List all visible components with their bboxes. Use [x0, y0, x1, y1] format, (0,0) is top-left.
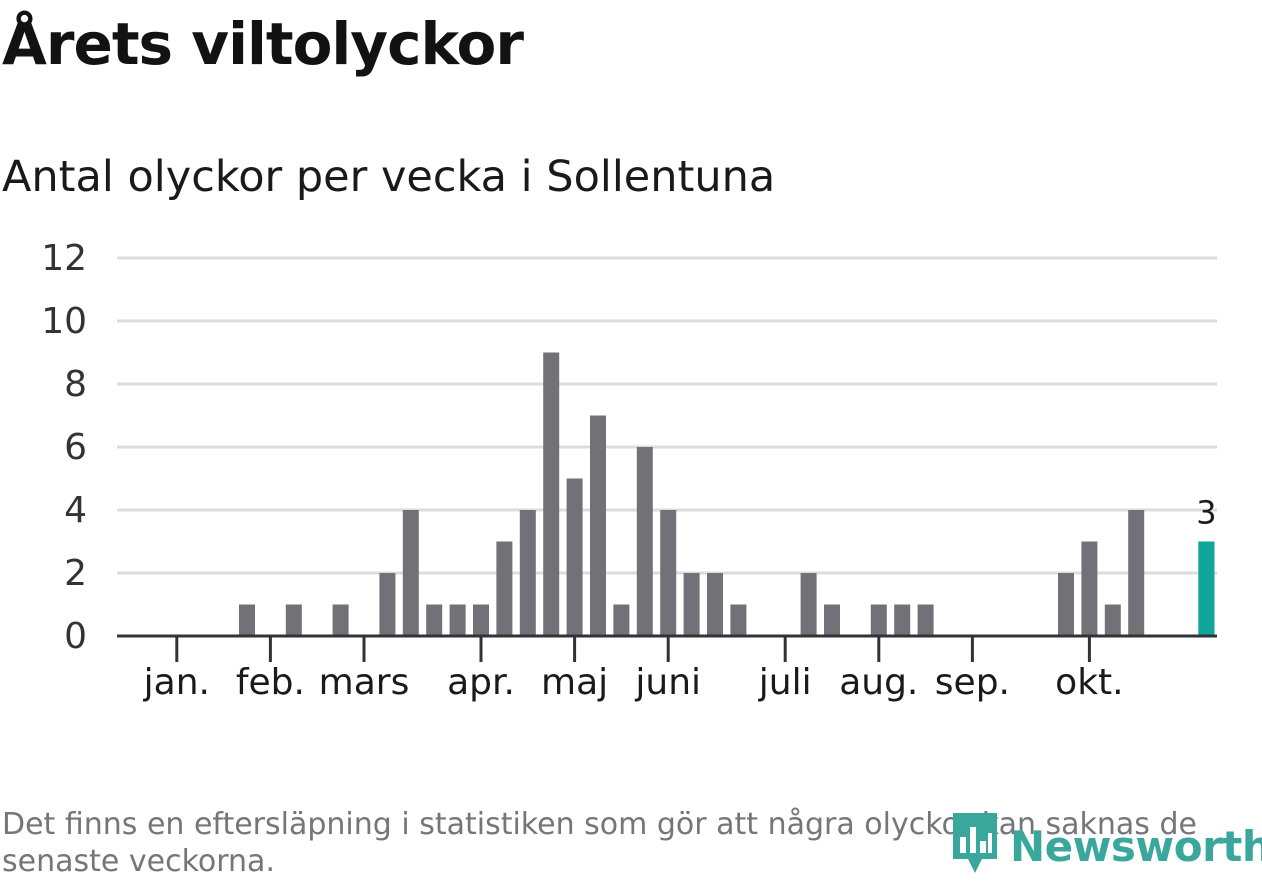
bar-week-6	[239, 604, 255, 636]
x-tick-label: juni	[634, 662, 701, 703]
bar-week-25	[683, 573, 700, 636]
x-tick-label: okt.	[1055, 662, 1123, 703]
x-tick-label: jan.	[143, 662, 210, 703]
bar-week-19	[543, 352, 560, 636]
y-tick-label: 2	[64, 553, 87, 594]
bar-week-23	[636, 447, 653, 636]
bar-week-13	[402, 510, 419, 636]
y-tick-label: 4	[64, 490, 87, 531]
bar-week-33	[870, 604, 887, 636]
bar-week-34	[894, 604, 911, 636]
brand-name: Newsworthy	[1010, 821, 1262, 871]
newsworthy-logo-icon	[950, 811, 1000, 881]
bar-week-31	[824, 604, 840, 636]
bar-week-22	[613, 604, 630, 636]
x-tick-label: feb.	[236, 662, 305, 703]
bar-week-41	[1058, 573, 1074, 636]
bar-week-12	[379, 573, 396, 636]
x-tick-label: apr.	[447, 662, 515, 703]
x-tick-label: juli	[758, 662, 812, 703]
bar-week-43	[1104, 604, 1121, 636]
y-axis-ticks: 0 2 4 6 8 10 12	[41, 238, 87, 657]
y-tick-label: 10	[41, 301, 87, 342]
bar-week-14	[426, 604, 443, 636]
bar-highlight	[1198, 541, 1215, 636]
chart-subtitle: Antal olyckor per vecka i Sollentuna	[2, 152, 776, 202]
bars	[239, 352, 1215, 636]
y-tick-label: 0	[64, 616, 87, 657]
data-labels: 3	[1196, 494, 1216, 532]
x-tick-label: sep.	[935, 662, 1010, 703]
bar-week-42	[1081, 541, 1098, 636]
bar-week-20	[566, 478, 583, 636]
bar-week-27	[730, 604, 747, 636]
bar-week-30	[800, 573, 817, 636]
bar-week-15	[449, 604, 466, 636]
x-axis-ticks: jan. feb. mars apr. maj juni juli aug. sep. okt.	[143, 636, 1124, 703]
data-label-highlight: 3	[1196, 494, 1216, 532]
footnote: Det finns en eftersläpning i statistiken…	[2, 807, 1197, 879]
chart-title: Årets viltolyckor	[2, 10, 524, 78]
bar-week-17	[496, 541, 513, 636]
y-tick-label: 6	[64, 427, 87, 468]
y-tick-label: 8	[64, 364, 87, 405]
bar-week-10	[332, 604, 349, 636]
bar-week-24	[660, 510, 677, 636]
y-tick-label: 12	[41, 238, 87, 279]
brand-logo[interactable]: Newsworthy	[950, 812, 1262, 880]
bar-week-26	[707, 573, 723, 636]
x-tick-label: mars	[319, 662, 410, 703]
bar-week-21	[590, 415, 606, 636]
bar-week-16	[473, 604, 489, 636]
x-tick-label: maj	[541, 662, 608, 703]
bar-week-18	[519, 510, 536, 636]
bar-week-44	[1128, 510, 1145, 636]
bar-week-35	[917, 604, 934, 636]
bar-week-8	[285, 604, 302, 636]
x-tick-label: aug.	[839, 662, 918, 703]
